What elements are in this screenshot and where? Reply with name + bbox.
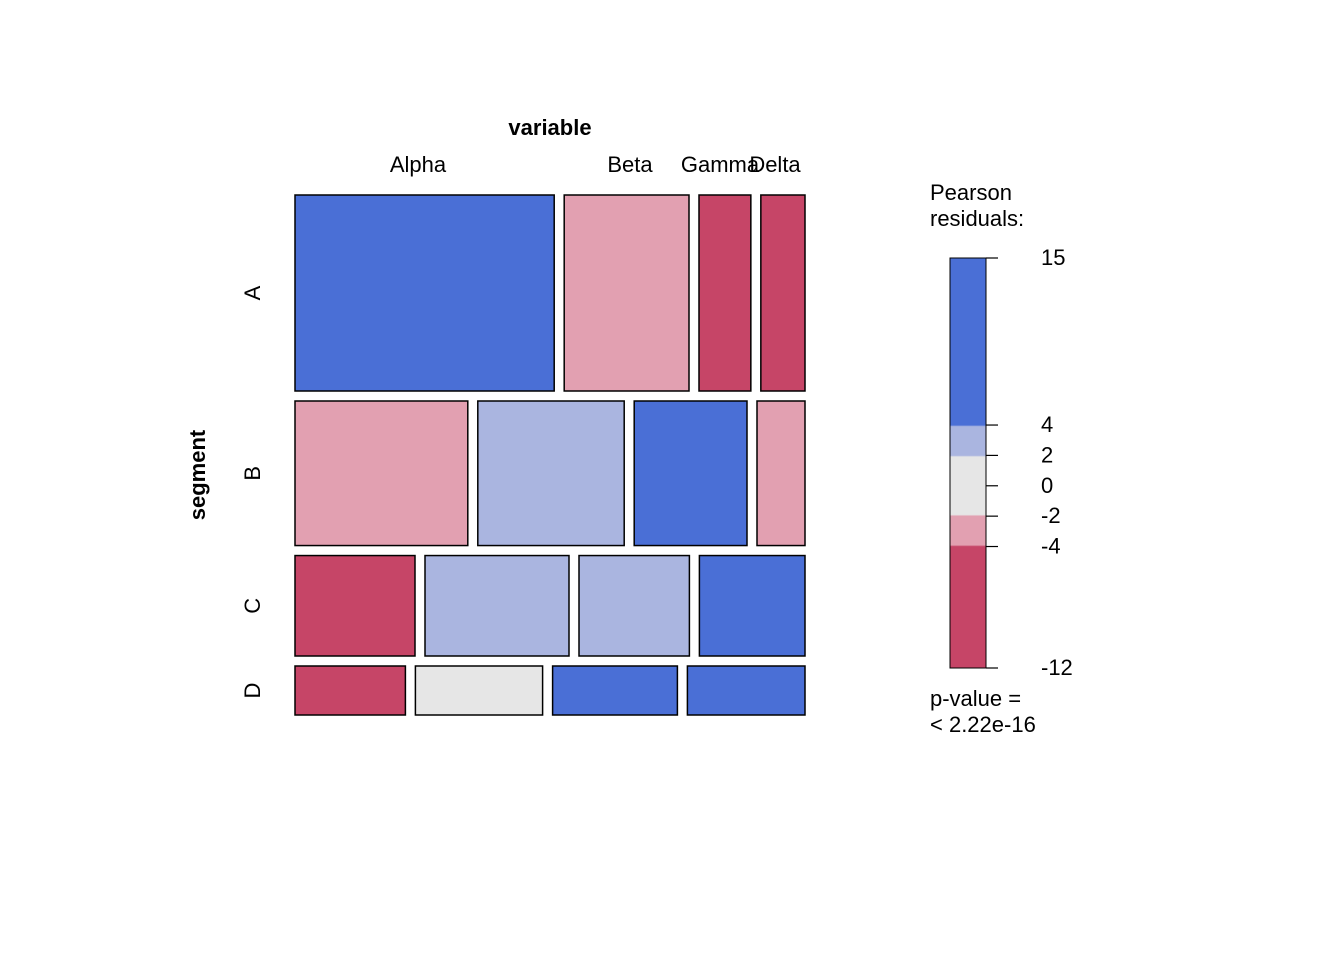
mosaic-cell [757,401,805,546]
legend-title-line2: residuals: [930,206,1024,231]
mosaic-cell [761,195,805,391]
mosaic-cell [699,556,805,656]
column-label: Gamma [681,152,760,177]
mosaic-cell [687,666,805,715]
y-axis-title: segment [185,429,210,520]
pvalue-line1: p-value = [930,686,1021,711]
mosaic-cell [579,556,689,656]
legend-tick-label: 0 [1041,473,1053,498]
mosaic-plot-svg: variable segment Alpha Beta GammaDelta A B C D Pe… [0,0,1344,960]
legend-tick-label: 2 [1041,442,1053,467]
legend-tick-label: -4 [1041,534,1061,559]
mosaic-cell [699,195,751,391]
pvalue-line2: < 2.22e-16 [930,712,1036,737]
column-label: Beta [607,152,653,177]
legend-tick-label: -2 [1041,503,1061,528]
mosaic-cell [415,666,542,715]
legend-title-line1: Pearson [930,180,1012,205]
legend-tick-label: 4 [1041,412,1053,437]
mosaic-cell [564,195,689,391]
mosaic-cell [295,556,415,656]
row-label: A [240,285,265,300]
legend-colorbar [950,258,986,668]
mosaic-cell [295,401,468,546]
chart-container: variable segment Alpha Beta GammaDelta A B C D Pe… [0,0,1344,960]
legend-tick-label: -12 [1041,655,1073,680]
legend-tick-label: 15 [1041,245,1065,270]
mosaic-cell [634,401,747,546]
mosaic-cell [295,195,554,391]
column-label: Alpha [390,152,447,177]
x-axis-title: variable [508,115,591,140]
row-label: C [240,598,265,614]
mosaic-cell [553,666,678,715]
row-label: B [240,466,265,481]
column-label: Delta [749,152,801,177]
mosaic-cell [425,556,569,656]
mosaic-cell [478,401,624,546]
mosaic-cell [295,666,405,715]
row-label: D [240,683,265,699]
